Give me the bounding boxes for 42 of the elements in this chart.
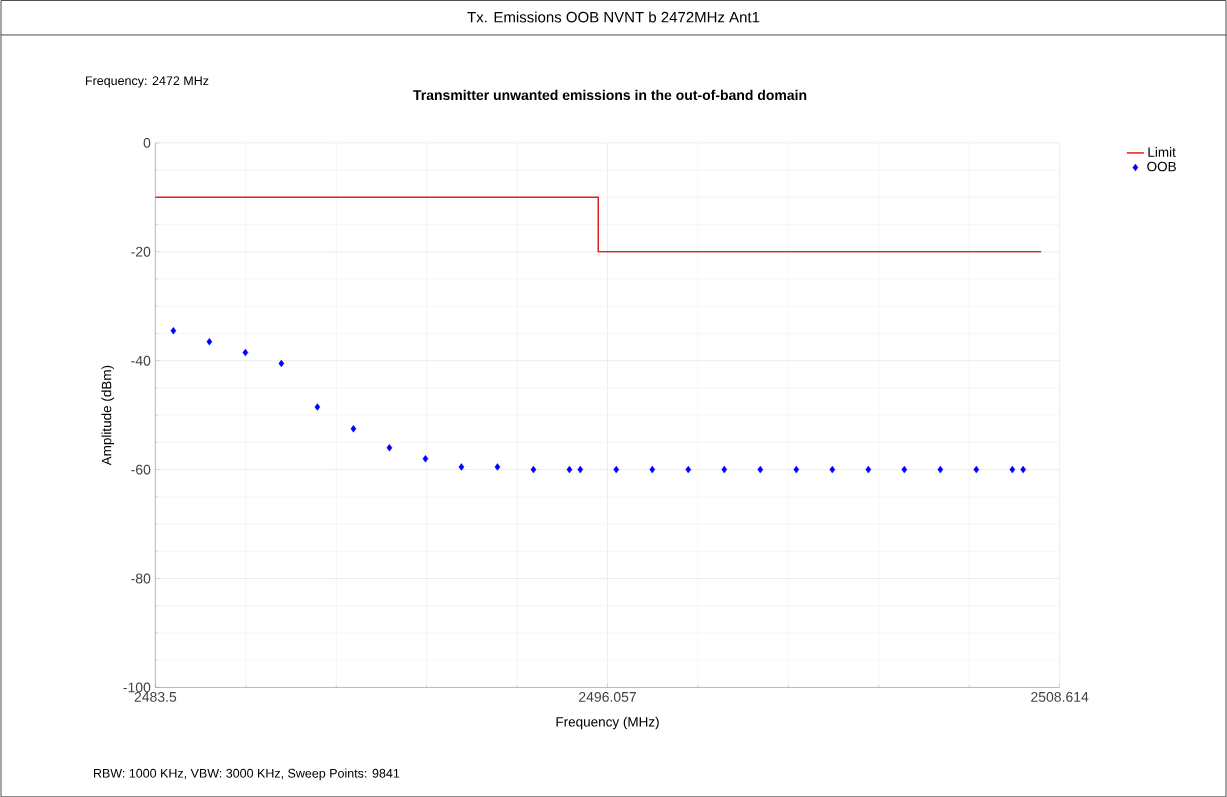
point [721,465,728,474]
x-axis-title: Frequency (MHz) [556,716,659,730]
point [242,348,249,357]
x-tick-label: 2496.057 [579,691,636,702]
point [793,465,800,474]
chart-subtitle: Transmitter unwanted emissions in the out-of-band domain [413,89,807,100]
point [757,465,764,474]
legend-label: Limit [1148,146,1176,157]
x-tick-label: 2483.5 [134,691,177,702]
point [685,465,692,474]
point [566,465,573,474]
point [937,465,944,474]
point [613,465,620,474]
legend-label: OOB [1147,161,1176,172]
point [170,326,177,335]
text: Frequency: 2472 MHz [86,76,209,88]
point [901,465,908,474]
point [458,463,465,471]
point [865,465,872,474]
point [1009,465,1016,474]
y-tick-label: -100 [123,682,151,693]
text: RBW: 1000 KHz, VBW: 3000 KHz, Sweep Points: 9841 [93,768,400,781]
y-tick-label: -80 [131,573,151,584]
point [973,465,980,474]
x-tick-label: 2508.614 [1031,691,1089,702]
y-axis-title: Amplitude (dBm) [101,365,114,466]
point [350,424,357,433]
y-tick-label: -60 [131,464,151,475]
point [829,465,836,474]
point [649,465,656,474]
chart-title: Tx. Emissions OOB NVNT b 2472MHz Ant1 [467,11,760,23]
point [278,359,285,367]
point [422,454,429,463]
point [530,465,537,474]
point [206,337,213,346]
point [494,463,501,471]
point [314,403,321,411]
point [386,443,393,452]
y-tick-label: -40 [131,355,151,366]
y-tick-label: -20 [131,246,151,257]
y-tick-label: 0 [143,137,151,148]
point [577,465,584,474]
